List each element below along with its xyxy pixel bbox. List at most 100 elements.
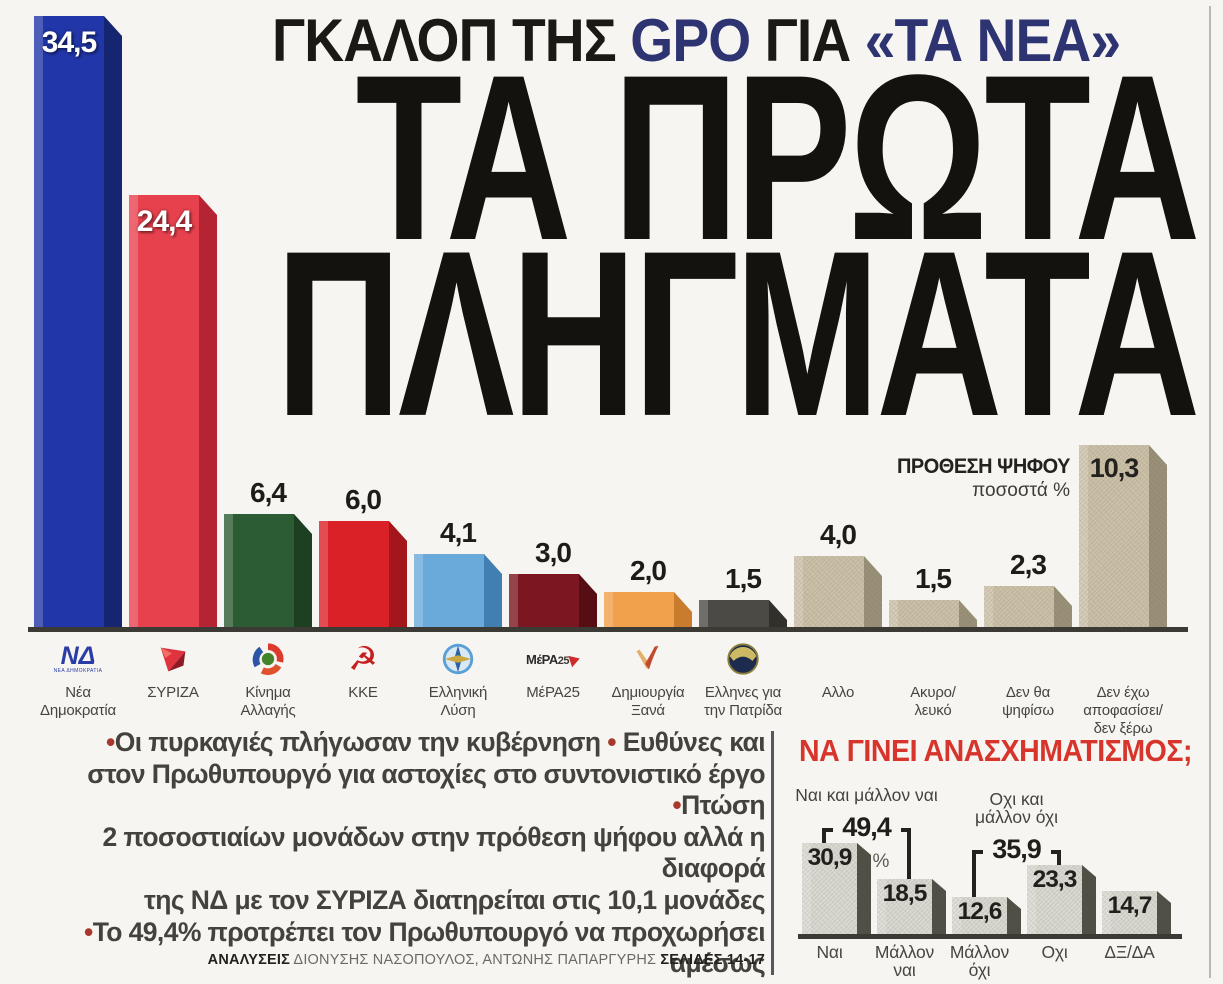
credits-line: ΑΝΑΛΥΣΕΙΣ ΔΙΟΝΥΣΗΣ ΝΑΣΟΠΟΥΛΟΣ, ΑΝΤΩΝΗΣ Π… [8, 952, 765, 968]
poll-bar-value: 30,9 [807, 844, 853, 871]
main-chart-title: ΠΡΟΘΕΣΗ ΨΗΦΟΥ [896, 455, 1070, 478]
bar-highlight [889, 600, 898, 627]
credits-authors: ΔΙΟΝΥΣΗΣ ΝΑΣΟΠΟΥΛΟΣ, ΑΝΤΩΝΗΣ ΠΑΠΑΡΓΥΡΗΣ [290, 952, 661, 968]
bar-texture [1027, 865, 1096, 934]
poll-bar-value: 23,3 [1032, 866, 1078, 893]
party-label: Νέα Δημοκρατία [40, 684, 116, 719]
nd-party-logo-icon: ΝΔ ΝΕΑ ΔΗΜΟΚΡΑΤΙΑ [53, 642, 103, 675]
poll-category-label: Ναι [816, 942, 843, 962]
bullet-icon: • [106, 727, 115, 757]
bar-highlight [1079, 445, 1088, 627]
syriza-party-logo-icon [154, 640, 192, 678]
bracket-segment [822, 828, 826, 843]
group-total-value: 49,4 [842, 812, 892, 842]
bar-texture [802, 843, 871, 934]
bar-value: 6,0 [345, 484, 382, 515]
party-label: Ελληνική Λύση [428, 684, 488, 719]
bar-highlight [129, 195, 138, 627]
credits-pages: ΣΕΛΙΔΕΣ 14-17 [660, 952, 765, 968]
egp-party-logo-icon [724, 640, 762, 678]
group-total-label: Ναι και μάλλον ναι [795, 785, 938, 805]
bracket-segment [1050, 850, 1061, 854]
bar-3 [224, 514, 312, 627]
bar-highlight [224, 514, 233, 627]
poll-category-label: Οχι [1041, 942, 1068, 962]
el-party-logo-icon [439, 640, 477, 678]
bar-value: 4,1 [440, 517, 477, 548]
poll-bar-value: 12,6 [957, 898, 1003, 925]
bracket-segment [972, 850, 976, 897]
poll-bar-value: 14,7 [1107, 892, 1153, 919]
bracket-segment [907, 828, 911, 879]
article-line: της ΝΔ με τον ΣΥΡΙΖΑ διατηρείται στις 10… [144, 884, 766, 915]
bar-highlight [1027, 865, 1036, 934]
kicker-agency: GPO [630, 7, 751, 74]
bracket-segment [900, 828, 911, 832]
bullet-icon: • [672, 790, 682, 821]
kicker-paper: «ΤΑ ΝΕΑ» [864, 7, 1121, 74]
bar-highlight [509, 574, 518, 627]
column-rule-right [1209, 6, 1211, 978]
bar-value: 24,4 [136, 205, 192, 238]
group-total-value: 35,9 [992, 834, 1042, 864]
bar-2 [129, 195, 217, 627]
main-chart-subtitle: ποσοστά % [972, 480, 1070, 501]
party-label: ΚΚΕ [348, 684, 378, 701]
bullet-icon: • [332, 980, 341, 984]
poll-bar-2 [877, 879, 946, 934]
bracket-segment [972, 850, 983, 854]
kicker-prefix: ΓΚΑΛΟΠ ΤΗΣ [272, 7, 617, 74]
kke-party-logo-icon: ☭ [348, 639, 378, 678]
poll-bar-5 [1102, 891, 1171, 934]
bar-9 [794, 556, 882, 627]
bar-texture [952, 897, 1021, 934]
bar-highlight [984, 586, 993, 627]
bar-highlight [952, 897, 961, 934]
party-label: Δημιουργία Ξανά [611, 684, 685, 719]
bar-value: 2,0 [630, 555, 667, 586]
poll-bar-1 [802, 843, 871, 934]
bar-highlight [414, 554, 423, 627]
poll-bar-3 [952, 897, 1021, 934]
bar-highlight [794, 556, 803, 627]
kicker-headline: ΓΚΑΛΟΠ ΤΗΣ GPO ΓΙΑ «ΤΑ ΝΕΑ» [272, 7, 1121, 74]
bar-value: 4,0 [820, 519, 857, 550]
article-line: σε ανασχηματισμό •Θετικές κρίσεις για τα… [8, 980, 765, 984]
party-label: Ακυρο/λευκό [910, 684, 956, 719]
poll-box-title: ΝΑ ΓΙΝΕΙ ΑΝΑΣΧΗΜΑΤΙΣΜΟΣ; [799, 733, 1193, 768]
mera-party-logo-icon: ΜέΡΑ25 [526, 640, 582, 678]
party-label: Αλλο [821, 684, 855, 701]
bar-highlight [802, 843, 811, 934]
bar-texture [877, 879, 946, 934]
bar-12 [1079, 445, 1167, 627]
party-label: ΣΥΡΙΖΑ [147, 684, 199, 701]
bar-texture [1079, 445, 1167, 627]
party-label: Δεν έχω αποφασίσει/δεν ξέρω [1083, 684, 1163, 737]
party-label: Κίνημα Αλλαγής [240, 684, 296, 719]
article-line: 2 ποσοστιαίων μονάδων στην πρόθεση ψήφου… [102, 821, 766, 884]
bar-1 [34, 16, 122, 627]
bar-value: 1,5 [915, 563, 952, 594]
bar-value: 10,3 [1089, 453, 1140, 483]
party-label: Ελληνες για την Πατρίδα [703, 684, 783, 719]
group-total-label: Οχι και μάλλον όχι [974, 789, 1059, 827]
bracket-segment [1057, 850, 1061, 865]
article-summary: •Οι πυρκαγιές πλήγωσαν την κυβέρνηση • Ε… [8, 727, 766, 984]
party-label: ΜέΡΑ25 [526, 684, 580, 701]
main-chart-header: ΠΡΟΘΕΣΗ ΨΗΦΟΥ ποσοστά % [860, 455, 1070, 502]
bar-value: 2,3 [1010, 549, 1047, 580]
bar-4 [319, 521, 407, 627]
poll-category-label: Μάλλον όχι [949, 942, 1010, 980]
bar-texture [889, 600, 977, 627]
kicker-middle: ΓΙΑ [764, 7, 852, 74]
bullet-icon: • [84, 916, 93, 947]
bar-value: 3,0 [535, 537, 572, 568]
bullet-icon: • [607, 727, 616, 757]
main-headline-line1: ΤΑ ΠΡΩΤΑ [355, 26, 1201, 290]
poll-unit-label: % [872, 851, 890, 872]
poll-category-label: Μάλλον ναι [874, 942, 935, 980]
poll-chart-baseline [798, 934, 1182, 939]
bar-10 [889, 600, 977, 627]
bar-7 [604, 592, 692, 627]
